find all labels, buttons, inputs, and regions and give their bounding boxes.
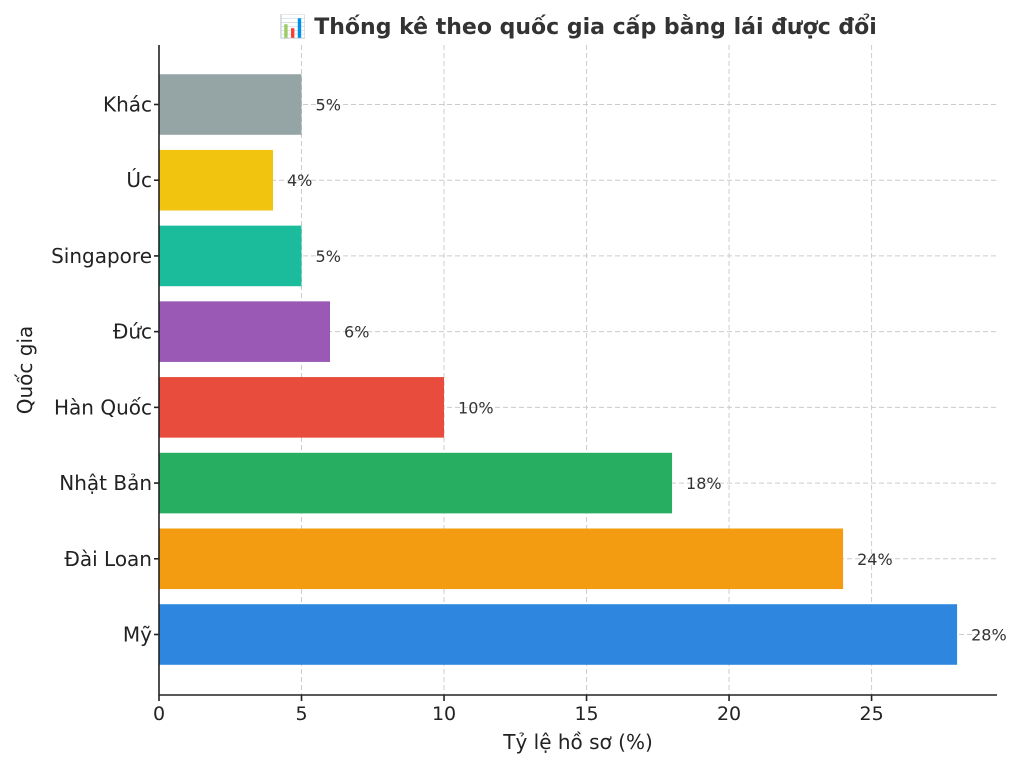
y-tick-label: Hàn Quốc — [54, 395, 152, 419]
bar — [159, 604, 958, 665]
y-axis-title: Quốc gia — [13, 326, 37, 415]
y-tick-label: Đài Loan — [64, 547, 152, 571]
data-label: 10% — [458, 398, 494, 417]
y-tick-label: Úc — [126, 168, 152, 192]
chart-title: 📊 Thống kê theo quốc gia cấp bằng lái đư… — [279, 14, 877, 40]
bar — [159, 225, 302, 287]
data-label: 18% — [686, 474, 722, 493]
data-label: 6% — [344, 323, 369, 342]
bar — [159, 452, 673, 514]
bars — [159, 74, 958, 665]
y-tick-label: Nhật Bản — [59, 471, 152, 495]
x-tick-label: 10 — [432, 703, 456, 725]
bar — [159, 377, 445, 438]
x-tick-label: 20 — [717, 703, 741, 725]
data-label: 28% — [971, 626, 1007, 645]
y-tick-label: Mỹ — [123, 623, 152, 647]
x-axis-title: Tỷ lệ hồ sơ (%) — [502, 730, 653, 754]
data-label: 5% — [316, 247, 341, 266]
y-tick-label: Đức — [113, 320, 152, 344]
data-label: 24% — [857, 550, 893, 569]
x-tick-label: 15 — [574, 703, 598, 725]
bar — [159, 301, 331, 362]
bar — [159, 528, 844, 590]
x-tick-label: 0 — [153, 703, 165, 725]
bar — [159, 149, 274, 211]
y-tick-label: Singapore — [51, 244, 152, 268]
y-tick-label: Khác — [103, 93, 152, 117]
labels: 28% Mỹ 24% Đài Loan 18% Nhật Bản 10% Hàn Quốc 6%… — [51, 93, 1007, 647]
x-tick-label: 5 — [295, 703, 307, 725]
data-label: 5% — [316, 96, 341, 115]
x-tick-label: 25 — [859, 703, 883, 725]
bar — [159, 74, 302, 135]
grid — [158, 45, 997, 695]
data-label: 4% — [287, 171, 312, 190]
axes: 0 5 10 15 20 25 — [153, 45, 997, 725]
